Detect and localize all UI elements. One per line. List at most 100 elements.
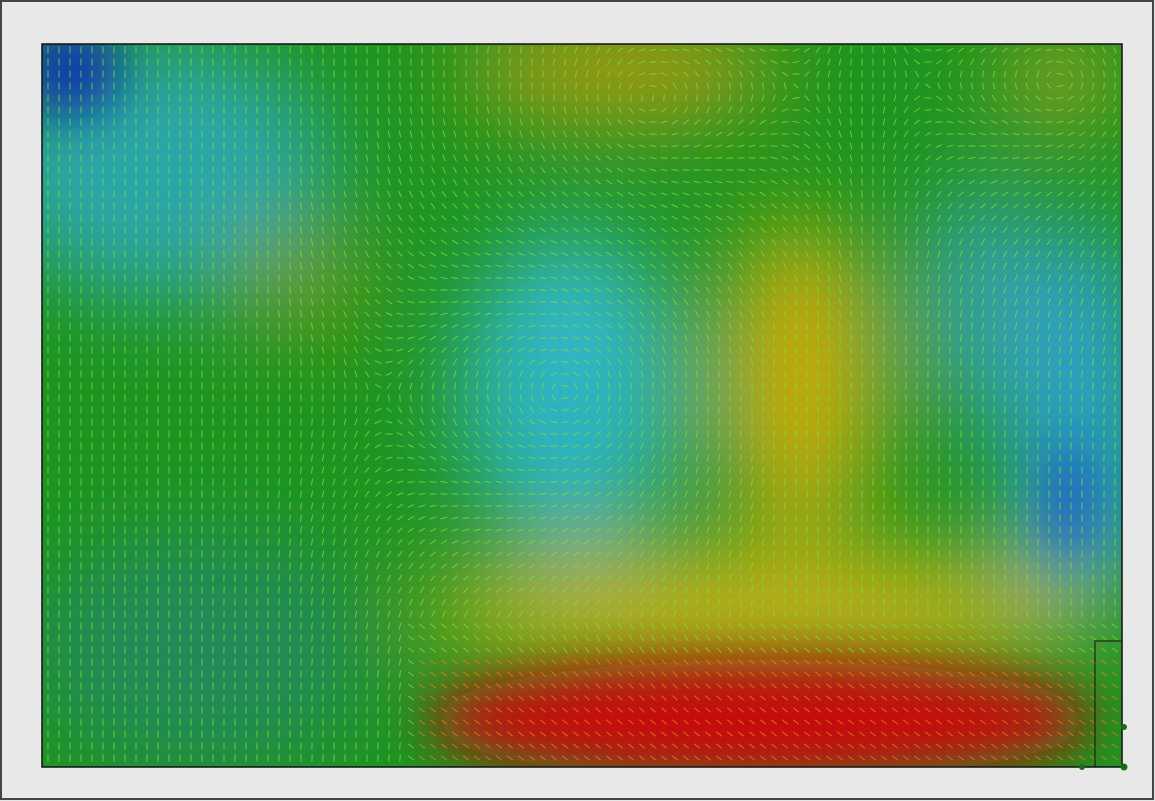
vector-arrow	[862, 155, 863, 162]
vector-arrow	[279, 323, 280, 330]
vector-arrow	[807, 467, 808, 474]
vector-arrow	[345, 95, 346, 102]
vector-arrow	[950, 359, 951, 366]
vector-arrow	[851, 587, 852, 594]
vector-arrow	[356, 107, 357, 114]
vector-arrow	[862, 299, 863, 306]
vector-arrow	[818, 611, 819, 618]
vector-arrow	[1115, 71, 1116, 78]
vector-arrow	[279, 563, 280, 570]
vector-arrow	[840, 587, 841, 594]
vector-arrow	[367, 95, 368, 102]
vector-arrow	[257, 263, 258, 270]
vector-arrow	[1104, 407, 1105, 414]
vector-arrow	[851, 563, 852, 570]
vector-arrow	[268, 239, 269, 246]
vector-arrow	[961, 383, 962, 390]
vector-arrow	[521, 59, 522, 66]
vector-arrow	[818, 467, 819, 474]
vector-arrow	[796, 455, 797, 462]
vector-arrow	[1016, 395, 1017, 402]
vector-arrow	[551, 434, 558, 435]
vector-arrow	[268, 503, 269, 510]
vector-arrow	[477, 83, 478, 90]
vector-arrow	[268, 287, 269, 294]
vector-arrow	[719, 383, 720, 390]
vector-arrow	[441, 302, 448, 303]
vector-arrow	[301, 131, 302, 138]
vector-arrow	[829, 503, 830, 510]
vector-arrow	[939, 347, 940, 354]
vector-arrow	[840, 515, 841, 522]
vector-arrow	[279, 179, 280, 186]
vector-arrow	[257, 275, 258, 282]
vector-arrow	[884, 191, 885, 198]
vector-arrow	[518, 482, 525, 483]
vector-arrow	[268, 527, 269, 534]
vector-arrow	[268, 227, 269, 234]
vector-arrow	[290, 455, 291, 462]
vector-arrow	[983, 383, 984, 390]
vector-arrow	[730, 383, 731, 390]
vector-arrow	[455, 395, 456, 402]
vector-arrow	[356, 95, 357, 102]
vector-arrow	[301, 611, 302, 618]
vector-arrow	[529, 494, 536, 495]
vector-arrow	[840, 599, 841, 606]
vector-arrow	[851, 323, 852, 330]
vector-arrow	[312, 419, 313, 426]
vector-arrow	[895, 239, 896, 246]
vector-arrow	[268, 191, 269, 198]
vector-arrow	[829, 587, 830, 594]
vector-arrow	[730, 419, 731, 426]
vector-arrow	[290, 623, 291, 630]
vector-arrow	[675, 383, 676, 390]
vector-arrow	[290, 611, 291, 618]
vector-arrow	[675, 407, 676, 414]
vector-arrow	[829, 359, 830, 366]
vector-arrow	[301, 623, 302, 630]
vector-arrow	[400, 83, 401, 90]
vector-arrow	[972, 371, 973, 378]
vector-arrow	[529, 470, 536, 471]
vector-arrow	[925, 62, 932, 63]
vector-arrow	[411, 83, 412, 90]
vector-arrow	[851, 575, 852, 582]
vector-arrow	[268, 563, 269, 570]
vector-arrow	[851, 503, 852, 510]
vector-arrow	[1027, 407, 1028, 414]
vector-arrow	[378, 83, 379, 90]
vector-arrow	[1049, 419, 1050, 426]
vector-arrow	[378, 95, 379, 102]
vector-arrow	[851, 335, 852, 342]
vector-arrow	[257, 203, 258, 210]
vector-arrow	[540, 458, 547, 459]
vector-arrow	[829, 491, 830, 498]
vector-arrow	[1038, 407, 1039, 414]
vector-arrow	[1005, 407, 1006, 414]
vector-arrow	[576, 95, 577, 102]
vector-arrow	[518, 290, 525, 291]
vector-arrow	[694, 158, 701, 159]
vector-arrow	[279, 479, 280, 486]
vector-arrow	[719, 419, 720, 426]
vector-arrow	[818, 479, 819, 486]
vector-arrow	[650, 134, 657, 135]
vector-arrow	[433, 83, 434, 90]
vector-arrow	[1038, 419, 1039, 426]
vector-arrow	[466, 83, 467, 90]
vector-arrow	[279, 455, 280, 462]
vector-arrow	[851, 527, 852, 534]
vector-arrow	[290, 155, 291, 162]
vector-arrow	[268, 551, 269, 558]
vector-arrow	[829, 611, 830, 618]
vector-arrow	[620, 395, 621, 402]
vector-arrow	[301, 431, 302, 438]
vector-arrow	[851, 71, 852, 78]
vector-arrow	[507, 506, 514, 507]
vector-arrow	[1071, 407, 1072, 414]
vector-arrow	[1049, 407, 1050, 414]
vector-arrow	[840, 479, 841, 486]
vector-arrow	[829, 467, 830, 474]
vector-arrow	[279, 167, 280, 174]
